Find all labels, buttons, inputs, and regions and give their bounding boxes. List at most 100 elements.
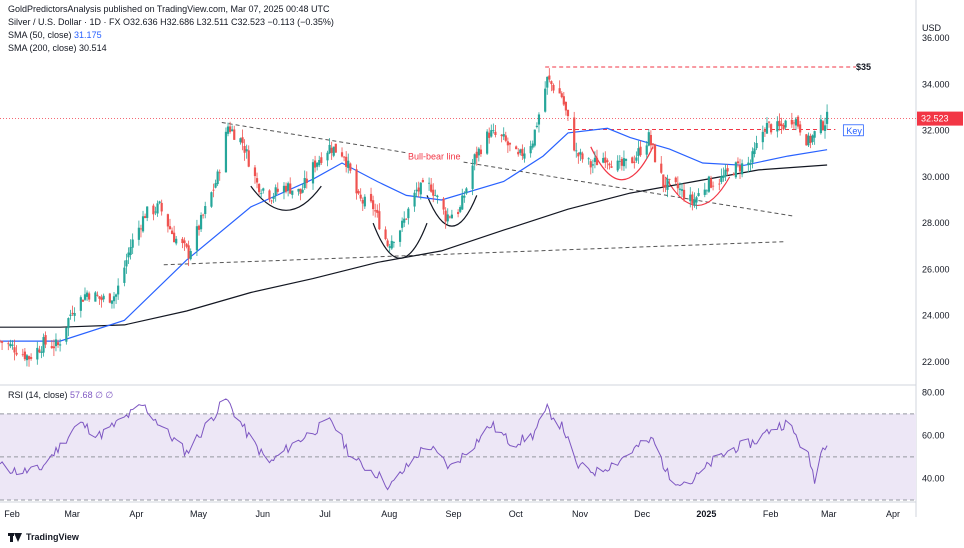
candle-body [316, 162, 319, 167]
candle-body [678, 188, 682, 190]
candle-body [560, 93, 563, 98]
candle-body [504, 135, 507, 141]
month-tick-label: Feb [4, 509, 20, 519]
candle-body [796, 116, 800, 127]
candle-body [502, 133, 505, 137]
candle-body [587, 158, 590, 160]
candle-body [415, 189, 418, 192]
candle-body [52, 346, 55, 349]
rsi-tick-label: 80.00 [922, 387, 945, 397]
candle-body [633, 161, 636, 163]
candle-body [558, 88, 561, 94]
candle-body [386, 240, 389, 246]
rsi-legend[interactable]: RSI (14, close) 57.68 ∅ ∅ [8, 390, 113, 401]
candle-body [347, 160, 350, 169]
candle-body [268, 190, 271, 200]
candle-body [345, 156, 348, 167]
candle-body [301, 189, 304, 193]
candle-body [544, 88, 547, 112]
month-tick-label: Oct [509, 509, 524, 519]
candle-body [805, 134, 808, 146]
candle-body [226, 126, 230, 134]
candle-body [724, 169, 727, 177]
candle-body [183, 240, 186, 244]
candle-body [23, 351, 26, 360]
tradingview-footer[interactable]: TradingView [8, 532, 79, 542]
candle-body [523, 153, 526, 159]
candle-body [173, 232, 176, 243]
candle-body [637, 148, 640, 157]
candle-body [328, 144, 331, 154]
candle-body [228, 126, 232, 132]
month-tick-label: Sep [446, 509, 462, 519]
candle-body [645, 145, 648, 155]
candle-body [682, 189, 686, 200]
candle-body [792, 122, 796, 124]
candle-body [548, 75, 551, 80]
candle-body [500, 134, 503, 137]
candle-body [591, 164, 594, 166]
candle-body [88, 293, 91, 300]
candle-body [631, 157, 634, 164]
candle-body [73, 312, 76, 316]
candle-body [349, 163, 352, 171]
candle-body [29, 357, 33, 359]
candle-body [718, 183, 721, 185]
candle-body [197, 225, 201, 230]
sma200-legend[interactable]: SMA (200, close) 30.514 [8, 43, 107, 53]
sma50-legend-value: 31.175 [74, 30, 102, 40]
candle-body [755, 142, 758, 149]
candle-body [707, 176, 711, 192]
candle-body [390, 240, 393, 249]
candle-body [479, 149, 483, 155]
price-tick-label: 28.000 [922, 218, 950, 228]
candle-body [767, 121, 771, 123]
candle-body [689, 194, 692, 202]
candle-body [262, 188, 265, 191]
candle-body [473, 154, 476, 165]
candle-body [129, 247, 132, 256]
candle-body [753, 148, 756, 155]
candle-body [676, 183, 679, 189]
candle-body [794, 119, 798, 126]
candle-body [170, 230, 174, 235]
candle-body [581, 153, 584, 160]
candle-body [340, 152, 344, 157]
candle-body [475, 151, 478, 158]
candle-body [809, 135, 812, 144]
candle-body [552, 84, 555, 91]
candle-body [695, 197, 698, 203]
candle-body [195, 226, 199, 251]
candle-body [494, 131, 497, 135]
candle-body [384, 229, 387, 240]
candle-body [589, 161, 592, 168]
candle-body [693, 199, 696, 206]
candle-body [289, 183, 292, 194]
candle-body [168, 226, 172, 230]
candle-body [606, 160, 609, 163]
candle-body [218, 172, 221, 174]
candle-body [216, 171, 219, 185]
candle-body [608, 163, 611, 166]
candle-body [137, 227, 140, 240]
candle-body [287, 183, 290, 191]
candle-body [378, 211, 381, 230]
candle-body [376, 209, 379, 213]
candle-body [463, 195, 466, 198]
candle-body [291, 190, 294, 195]
candle-body [811, 135, 814, 143]
candle-body [413, 192, 416, 207]
sma50-legend[interactable]: SMA (50, close) 31.175 [8, 30, 102, 40]
candle-body [662, 174, 665, 187]
candle-body [330, 147, 333, 153]
cup-arc-1 [250, 185, 322, 211]
candle-body [320, 157, 323, 163]
rsi-legend-value: 57.68 [70, 390, 93, 400]
month-tick-label: Nov [572, 509, 589, 519]
candle-body [40, 351, 43, 353]
candle-body [152, 205, 155, 215]
candle-body [639, 146, 642, 156]
candle-body [465, 188, 468, 194]
candle-body [189, 251, 192, 260]
candle-body [461, 195, 464, 210]
